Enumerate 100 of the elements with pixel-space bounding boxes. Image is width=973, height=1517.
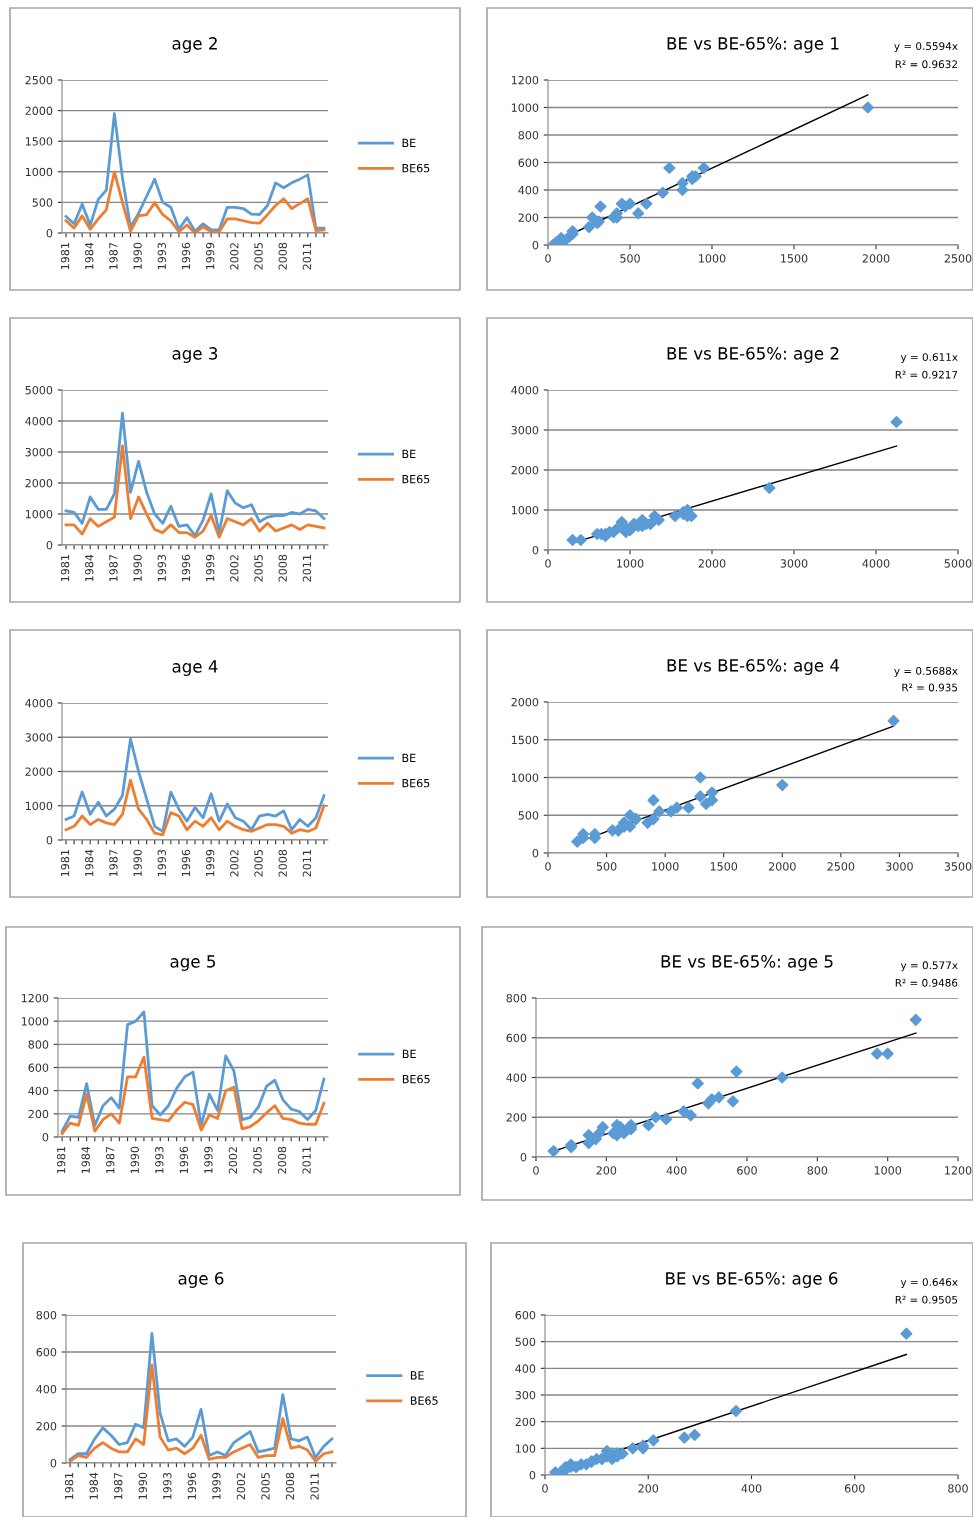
legend-label: BE65 [402,474,430,484]
y-tick-label: 1000 [511,103,539,112]
x-tick-label: 2002 [228,1147,238,1174]
x-tick-label: 1993 [155,1146,164,1174]
y-tick-label: 0 [46,835,53,845]
x-tick-label: 1981 [56,1147,66,1174]
x-tick-label: 200 [638,1484,659,1493]
x-tick-label: 2011 [302,243,312,270]
x-tick-label: 1981 [64,1473,74,1500]
x-tick-label: 1981 [60,850,70,877]
x-tick-label: 2002 [230,243,239,270]
x-tick-label: 1500 [710,862,738,871]
text: R² = 0.9217 [895,370,958,379]
x-tick-label: 1990 [133,554,142,582]
x-tick-label: 2500 [944,254,972,263]
x-tick-label: 0 [545,559,551,568]
x-tick-label: 2000 [862,254,890,263]
y-tick-label: 1500 [511,735,539,745]
y-tick-label: 2000 [25,478,53,488]
x-tick-label: 1996 [187,1472,197,1500]
x-tick-label: 400 [666,1166,687,1175]
x-tick-label: 0 [545,862,551,871]
x-tick-label: 1990 [133,242,142,270]
y-tick-label: 500 [518,811,539,820]
chart-title: age 5 [170,955,216,971]
x-tick-label: 1987 [109,849,118,877]
x-tick-label: 1999 [205,554,215,582]
y-tick-label: 600 [28,1063,49,1072]
x-tick-label: 600 [844,1484,865,1493]
legend-label: BE65 [402,163,430,173]
y-tick-label: 0 [46,540,53,550]
x-tick-label: 1000 [617,559,644,568]
x-tick-label: 2008 [277,1146,287,1174]
y-tick-label: 0 [46,228,53,238]
x-tick-label: 1993 [157,849,166,877]
y-tick-label: 0 [532,545,539,555]
x-tick-label: 3000 [780,559,808,568]
y-tick-label: 1000 [21,1017,49,1026]
legend-label: BE [402,449,416,458]
y-tick-label: 800 [28,1040,49,1049]
y-tick-label: 1000 [25,509,53,519]
x-tick-label: 2011 [302,555,312,582]
x-tick-label: 1200 [945,1166,972,1175]
x-tick-label: 1993 [157,554,166,582]
x-tick-label: 2000 [768,862,796,871]
x-tick-label: 3500 [944,862,972,871]
chart-title: BE vs BE-65%: age 5 [661,955,833,971]
x-tick-label: 1987 [114,1472,123,1500]
x-tick-label: 2011 [302,850,312,877]
x-tick-label: 2005 [254,555,263,582]
x-tick-label: 800 [807,1166,828,1175]
x-tick-label: 600 [737,1166,757,1175]
y-tick-label: 400 [515,1364,536,1373]
x-tick-label: 2005 [253,1147,262,1174]
text: y = 0.611x [900,353,958,364]
y-tick-label: 1000 [25,167,53,177]
x-tick-label: 1984 [89,1472,98,1500]
y-tick-label: 2500 [25,75,53,85]
x-tick-label: 1984 [81,1146,90,1174]
y-tick-label: 0 [42,1132,49,1142]
x-tick-label: 2008 [278,242,287,270]
y-tick-label: 1200 [511,75,539,85]
text: R² = 0.9632 [895,60,957,69]
x-tick-label: 1987 [106,1146,115,1174]
x-tick-label: 0 [542,1484,548,1493]
y-tick-label: 0 [50,1458,57,1468]
y-tick-label: 800 [518,130,539,140]
y-tick-label: 1500 [25,137,53,146]
y-tick-label: 600 [506,1033,527,1043]
y-tick-label: 4000 [25,416,53,426]
x-tick-label: 2008 [278,849,287,877]
x-tick-label: 1999 [204,1146,213,1174]
x-tick-label: 500 [596,862,617,871]
x-tick-label: 1981 [60,555,70,582]
y-tick-label: 500 [32,198,53,207]
legend-label: BE [402,138,416,147]
y-tick-label: 4000 [25,698,53,708]
legend-label: BE [402,753,416,762]
x-tick-label: 2002 [236,1473,246,1500]
x-tick-label: 2008 [285,1472,295,1500]
y-tick-label: 600 [515,1310,536,1320]
y-tick-label: 400 [28,1086,49,1096]
y-tick-label: 600 [518,158,539,167]
x-tick-label: 1000 [652,862,679,871]
x-tick-label: 1000 [874,1166,902,1175]
x-tick-label: 1984 [85,849,94,877]
chart-title: age 3 [172,347,218,363]
y-tick-label: 800 [506,993,527,1003]
x-tick-label: 1984 [85,554,94,582]
x-tick-label: 200 [596,1166,617,1175]
x-tick-label: 2011 [302,1147,311,1174]
x-tick-label: 1987 [109,242,118,270]
y-tick-label: 200 [515,1417,536,1427]
text: R² = 0.9486 [895,978,958,987]
x-tick-label: 2005 [254,850,263,877]
chart-title: BE vs BE-65%: age 1 [667,37,839,53]
x-tick-label: 1999 [205,849,215,877]
x-tick-label: 4000 [862,559,890,568]
y-tick-label: 300 [515,1390,536,1400]
x-tick-label: 1990 [138,1472,147,1500]
